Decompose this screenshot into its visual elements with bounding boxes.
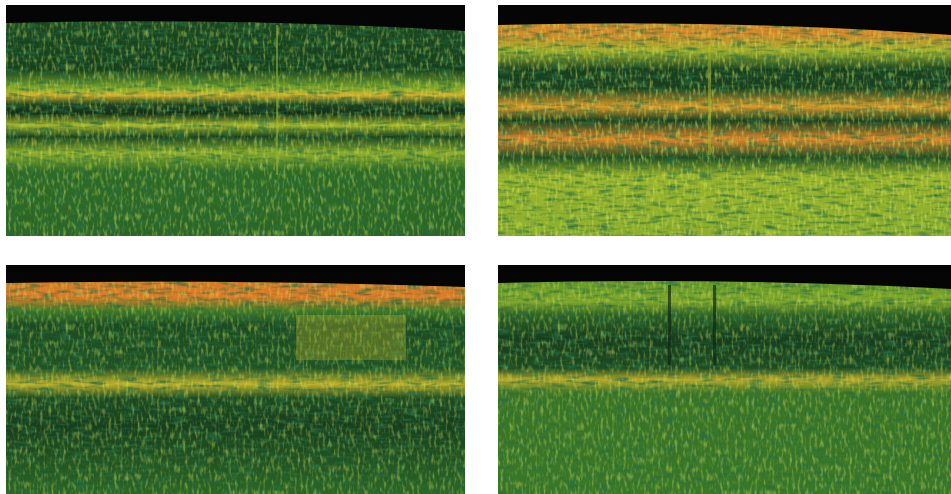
panel xyxy=(498,5,951,236)
panel xyxy=(6,5,465,236)
streak xyxy=(713,285,716,365)
streak xyxy=(708,45,711,155)
bright-region xyxy=(296,315,406,360)
texture xyxy=(498,5,951,236)
panel xyxy=(498,265,951,494)
page: (() => { const data = JSON.parse(documen… xyxy=(0,0,951,494)
texture xyxy=(6,5,465,236)
texture xyxy=(498,265,951,494)
streak xyxy=(276,25,278,175)
streak xyxy=(668,285,671,365)
image-grid xyxy=(0,0,951,494)
texture xyxy=(6,265,465,494)
panel xyxy=(6,265,465,494)
